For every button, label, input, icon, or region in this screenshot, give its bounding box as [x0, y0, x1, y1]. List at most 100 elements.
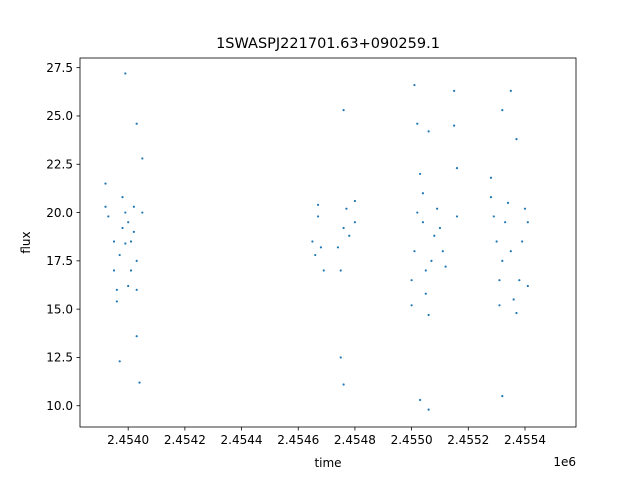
data-point	[489, 196, 493, 199]
y-tick-label: 22.5	[46, 157, 73, 171]
data-point	[421, 221, 425, 224]
data-point	[416, 122, 419, 125]
data-point	[121, 196, 124, 199]
x-tick-label: 2.4548	[334, 433, 376, 447]
data-point	[127, 221, 130, 224]
data-point	[311, 240, 314, 243]
data-point	[107, 215, 110, 218]
data-point	[501, 259, 504, 262]
data-point	[427, 408, 430, 411]
data-point	[410, 279, 413, 282]
data-point	[124, 242, 127, 245]
data-point	[410, 304, 413, 307]
data-point	[115, 288, 118, 291]
y-tick-label: 20.0	[46, 206, 73, 220]
data-point	[436, 207, 439, 210]
data-point	[427, 130, 430, 133]
data-point	[506, 201, 510, 204]
data-point	[489, 176, 493, 179]
data-point	[135, 122, 138, 125]
x-tick-label: 2.4542	[164, 433, 206, 447]
data-point	[353, 199, 357, 203]
data-point	[438, 226, 442, 230]
data-point	[112, 269, 116, 272]
data-point	[138, 381, 141, 384]
data-point	[342, 383, 345, 386]
data-point	[316, 215, 320, 218]
data-point	[501, 109, 504, 112]
data-point	[416, 211, 419, 214]
data-point	[135, 259, 138, 262]
data-point	[526, 284, 529, 288]
data-point	[498, 304, 501, 307]
data-point	[453, 89, 456, 92]
y-tick-label: 25.0	[46, 109, 73, 123]
data-point	[455, 215, 459, 218]
data-point	[495, 240, 498, 243]
plot-frame	[79, 57, 577, 428]
x-axis: 2.4540 2.4542 2.4544 2.4546 2.4548 2.4550 2.45…	[107, 427, 546, 447]
x-offset-label: 1e6	[553, 455, 576, 469]
data-point	[124, 72, 127, 75]
data-point	[444, 265, 447, 268]
data-point	[118, 253, 121, 257]
data-point	[453, 124, 456, 127]
y-tick-label: 12.5	[46, 351, 73, 365]
data-point	[132, 230, 135, 233]
data-point	[498, 279, 501, 282]
data-point	[515, 311, 518, 315]
x-tick-label: 2.4546	[277, 433, 319, 447]
data-point	[322, 269, 325, 272]
data-point	[504, 221, 507, 224]
data-point	[424, 292, 427, 295]
data-point	[314, 253, 317, 257]
x-tick-label: 2.4552	[447, 433, 489, 447]
data-point	[441, 250, 444, 253]
data-point	[115, 300, 118, 303]
data-point	[132, 205, 135, 208]
x-tick-label: 2.4544	[221, 433, 263, 447]
y-tick-label: 27.5	[46, 61, 73, 75]
data-point	[512, 298, 515, 301]
data-point	[339, 269, 342, 272]
data-point	[433, 234, 436, 237]
y-tick-label: 17.5	[46, 254, 73, 268]
data-point	[413, 83, 416, 87]
data-point	[121, 226, 124, 230]
y-axis-title: flux	[19, 231, 33, 253]
data-point	[104, 205, 107, 208]
data-point	[424, 269, 427, 272]
data-point	[455, 167, 459, 170]
data-point	[509, 250, 512, 253]
data-point	[413, 250, 416, 253]
y-tick-label: 10.0	[46, 399, 73, 413]
data-point	[492, 215, 495, 218]
data-point	[348, 234, 351, 237]
data-point	[421, 192, 425, 195]
data-point	[124, 211, 127, 214]
y-axis: 10.0 12.5 15.0 17.5 20.0 22.5 25.0 27.5	[46, 61, 80, 413]
data-point	[526, 221, 529, 224]
data-point	[342, 109, 345, 112]
data-point	[430, 259, 433, 262]
data-point	[316, 203, 320, 206]
data-point	[518, 279, 521, 282]
data-point	[515, 138, 518, 141]
data-point	[509, 89, 512, 92]
data-point	[141, 211, 144, 214]
x-tick-label: 2.4554	[504, 433, 546, 447]
data-point	[521, 240, 524, 243]
data-point	[118, 360, 121, 363]
data-point	[129, 240, 133, 243]
data-point	[353, 221, 357, 224]
data-point	[419, 172, 422, 176]
y-tick-label: 15.0	[46, 302, 73, 316]
data-point	[104, 182, 107, 185]
data-point	[339, 356, 342, 359]
data-point	[319, 246, 323, 249]
data-point	[523, 207, 527, 210]
data-point	[336, 246, 340, 249]
data-point	[345, 207, 348, 210]
data-point	[112, 240, 116, 243]
